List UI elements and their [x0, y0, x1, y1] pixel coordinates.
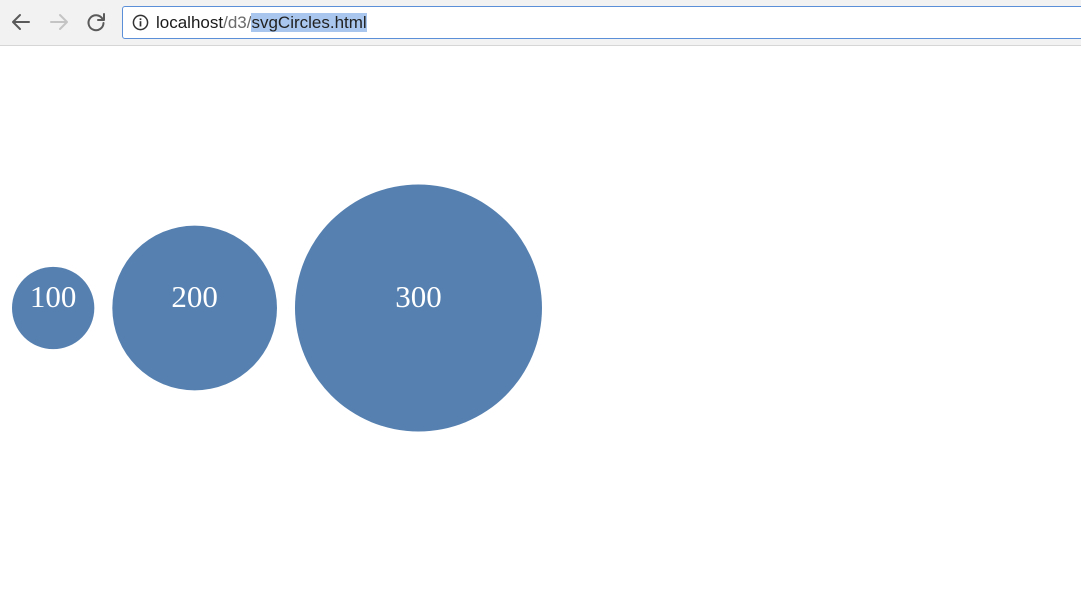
url-host: localhost — [156, 13, 224, 32]
circle-group: 200 — [112, 225, 277, 391]
arrow-right-icon — [50, 14, 68, 30]
url-text[interactable]: localhost/d3/svgCircles.html — [156, 13, 367, 33]
circle-label: 300 — [395, 279, 442, 314]
page-viewport: 100 200 300 — [0, 47, 1081, 605]
forward-button[interactable] — [46, 9, 72, 35]
circle-group: 300 — [294, 184, 542, 432]
reload-icon — [87, 13, 105, 32]
reload-button[interactable] — [83, 9, 109, 35]
circle-label: 200 — [171, 279, 218, 314]
arrow-left-icon — [12, 14, 30, 30]
url-selected-text: svgCircles.html — [251, 13, 367, 32]
circle-mark — [12, 266, 95, 350]
circle-label: 100 — [30, 279, 77, 314]
info-icon[interactable] — [132, 14, 149, 31]
url-path: /d3/ — [223, 13, 252, 32]
circle-mark — [112, 225, 277, 391]
circles-chart: 100 200 300 — [12, 184, 542, 432]
circle-group: 100 — [12, 266, 95, 350]
address-bar[interactable]: localhost/d3/svgCircles.html — [122, 6, 1081, 39]
browser-toolbar: localhost/d3/svgCircles.html — [0, 0, 1081, 46]
back-button[interactable] — [8, 9, 34, 35]
circle-mark — [294, 184, 542, 432]
